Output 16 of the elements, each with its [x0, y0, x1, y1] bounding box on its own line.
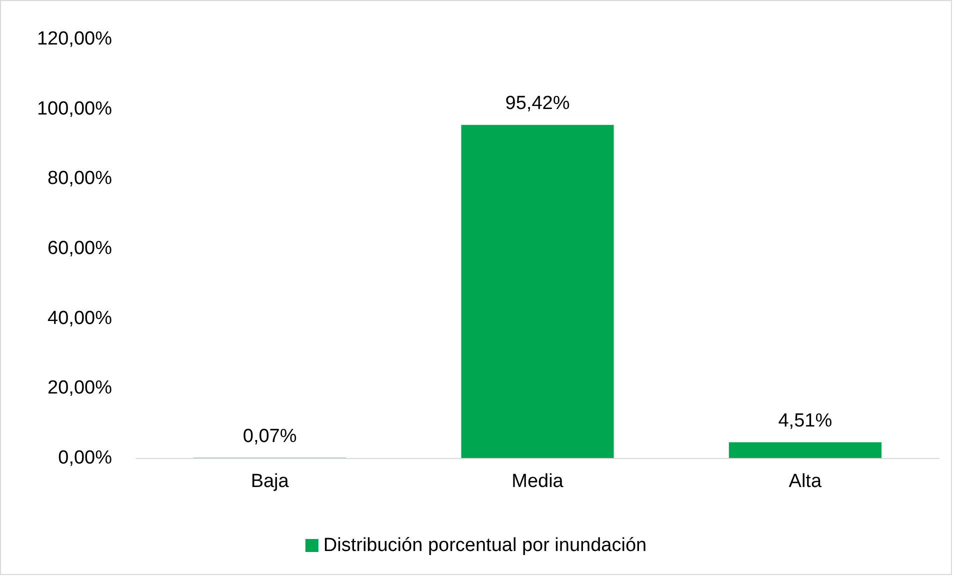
x-tick-label: Alta — [788, 471, 822, 492]
y-tick-label: 20,00% — [48, 378, 112, 399]
y-tick-label: 60,00% — [48, 238, 112, 259]
y-tick-label: 120,00% — [36, 28, 112, 50]
y-tick-label: 100,00% — [36, 98, 112, 120]
x-tick-label: Media — [512, 471, 564, 492]
x-tick-label: Baja — [250, 471, 290, 492]
y-tick-label: 0,00% — [58, 448, 112, 468]
data-label: 4,51% — [778, 410, 832, 432]
data-label: 95,42% — [505, 92, 570, 114]
bar — [728, 442, 882, 458]
bar — [461, 124, 614, 458]
y-tick-label: 80,00% — [48, 168, 112, 190]
y-tick-label: 40,00% — [48, 308, 112, 329]
legend-label: Distribución porcentual por inundación — [323, 535, 647, 556]
data-label: 0,07% — [242, 426, 297, 447]
